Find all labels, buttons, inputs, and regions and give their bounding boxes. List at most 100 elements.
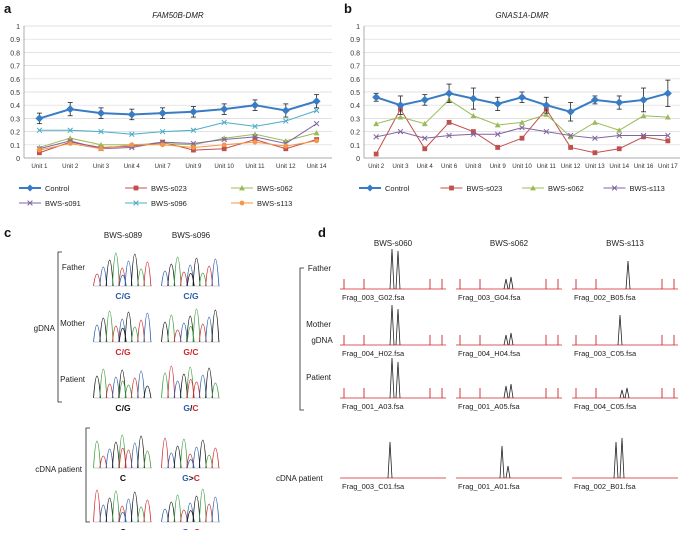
marker-square [641, 134, 646, 140]
x-tick-label: Unit 7 [155, 163, 172, 170]
chromatogram-peak [143, 312, 152, 343]
y-tick-label: 0.7 [10, 64, 20, 71]
marker-diamond [615, 98, 624, 107]
marker-diamond [469, 94, 478, 103]
marker-triangle [543, 111, 550, 117]
x-tick-label: Unit 4 [417, 163, 434, 170]
marker-square [133, 185, 139, 191]
chromatogram-peak [124, 498, 133, 523]
marker-diamond [97, 109, 105, 118]
marker-x [252, 134, 258, 140]
fragment-peak [508, 383, 514, 399]
marker-diamond [281, 106, 290, 115]
y-tick-label: 0.4 [350, 103, 360, 110]
fragment-peak [395, 361, 401, 399]
fragment-peak [395, 250, 401, 290]
row-label: Father [308, 264, 331, 273]
y-tick-label: 1 [16, 24, 20, 31]
column-header: BWS-s113 [606, 239, 644, 248]
chromatogram-peak [99, 266, 108, 287]
fragment-file-label: Frag_003_C05.fsa [574, 349, 637, 358]
fragment-peak [503, 385, 509, 399]
x-tick-label: Unit 3 [392, 163, 409, 170]
y-tick-label: 0.7 [350, 64, 360, 71]
chromatogram-peak [211, 496, 220, 523]
allele-call: C/G [115, 403, 131, 413]
chromatogram-peak [180, 438, 188, 469]
x-tick-label: Unit 11 [537, 163, 557, 170]
bracket-gdna [57, 251, 62, 403]
marker-diamond [639, 95, 648, 104]
marker-x [313, 107, 320, 114]
allele-call-part: G [182, 473, 189, 483]
marker-diamond [420, 95, 429, 104]
chromatogram-peak [198, 488, 207, 523]
fragment-file-label: Frag_001_A01.fsa [458, 482, 521, 491]
chromatogram-peak [180, 509, 188, 523]
series-line [39, 110, 317, 135]
chromatogram-peak [198, 323, 207, 343]
marker-x [133, 200, 139, 206]
marker-triangle [373, 120, 380, 127]
chromatogram-peak [211, 258, 220, 287]
allele-call-part: G [124, 291, 131, 301]
allele-call-part: / [190, 403, 193, 413]
marker-x [27, 200, 33, 206]
x-tick-label: Unit 6 [441, 163, 458, 170]
fragment-file-label: Frag_003_C01.fsa [342, 482, 405, 491]
legend-label: BWS-s096 [151, 199, 187, 208]
y-tick-label: 0.3 [350, 116, 360, 123]
chromatogram-peak [130, 442, 139, 469]
chromatogram-peak [137, 506, 145, 523]
chart-b: GNAS1A-DMR 0 0.1 0.2 0.3 0.4 0.5 0.6 0.7 0.8 0.9 1 U… [350, 11, 680, 193]
fragment-peak [617, 314, 623, 346]
chart-title: GNAS1A-DMR [495, 11, 549, 20]
chromatogram-peak [143, 450, 152, 469]
chromatogram-peak [161, 437, 169, 469]
marker-triangle [313, 130, 320, 136]
chromatogram-peak [112, 490, 120, 523]
chromatogram-peak [93, 324, 101, 343]
marker-diamond [127, 110, 136, 119]
x-tick-label: Unit 10 [512, 163, 532, 170]
allele-call: C/G [183, 291, 199, 301]
x-tick-label: Unit 2 [368, 163, 385, 170]
x-tick-label: Unit 16 [634, 163, 654, 170]
marker-square [449, 185, 454, 191]
group-label-cdna: cDNA patient [35, 465, 82, 474]
chromatogram-peak [161, 372, 169, 399]
marker-diamond [189, 107, 198, 116]
marker-x [470, 131, 477, 137]
row-label: Mother [60, 319, 85, 328]
row-label: Patient [306, 373, 332, 382]
fragment-file-label: Frag_003_G02.fsa [342, 293, 405, 302]
marker-diamond [518, 93, 526, 102]
y-tick-label: 0.6 [350, 77, 360, 84]
fragment-file-label: Frag_002_B01.fsa [574, 482, 637, 491]
marker-triangle [567, 133, 574, 140]
chromatogram-peak [112, 252, 120, 287]
marker-diamond [663, 89, 672, 98]
allele-call-part: > [189, 473, 194, 483]
marker-square [568, 145, 574, 150]
marker-diamond [66, 105, 75, 114]
column-header: BWS-s062 [490, 239, 529, 248]
fragment-peak [508, 332, 514, 346]
fragment-peak [389, 248, 395, 290]
allele-call: G>C [182, 473, 200, 483]
marker-x [446, 132, 452, 139]
x-tick-label: Unit 14 [609, 163, 629, 170]
marker-x [611, 185, 618, 191]
chromatogram-peak [99, 504, 108, 523]
fragment-peak [387, 441, 393, 479]
allele-call-part: C [115, 347, 121, 357]
marker-x [640, 132, 647, 139]
x-tick-label: Unit 2 [62, 163, 79, 170]
marker-triangle [664, 114, 671, 120]
x-tick-label: Unit 11 [245, 163, 265, 170]
chromatogram-peak [192, 257, 201, 287]
x-tick-label: Unit 17 [658, 163, 678, 170]
allele-call-part: C [115, 291, 121, 301]
chromatogram-peak [130, 326, 139, 343]
legend-label: BWS-s023 [151, 184, 187, 193]
